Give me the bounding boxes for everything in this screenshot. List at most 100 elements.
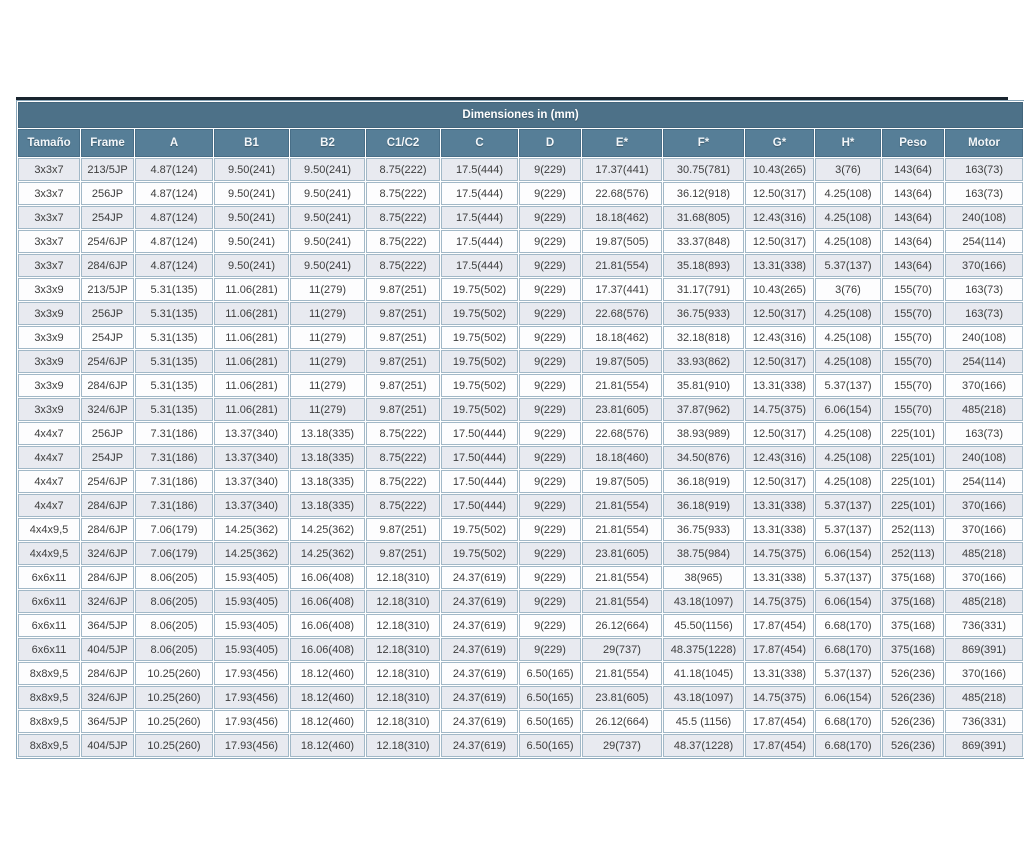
table-row: 3x3x9 324/6JP 5.31(135) 11.06(281) 11(279) 9.…: [18, 398, 1024, 421]
column-header-b1: B1: [214, 129, 289, 157]
cell: 4.87(124): [135, 230, 213, 253]
cell: 11.06(281): [214, 374, 289, 397]
cell: 18.18(462): [582, 206, 662, 229]
cell: 4x4x7: [18, 446, 80, 469]
cell: 6.68(170): [815, 638, 881, 661]
cell: 4.87(124): [135, 158, 213, 181]
cell: 5.31(135): [135, 326, 213, 349]
column-header-d: D: [519, 129, 581, 157]
cell: 6.68(170): [815, 734, 881, 757]
table-row: 6x6x11 364/5JP 8.06(205) 15.93(405) 16.06(40…: [18, 614, 1024, 637]
cell: 10.43(265): [745, 278, 814, 301]
cell: 18.12(460): [290, 710, 365, 733]
cell: 9.87(251): [366, 278, 440, 301]
table-row: 4x4x7 284/6JP 7.31(186) 13.37(340) 13.18(335…: [18, 494, 1024, 517]
table-row: 4x4x9,5 324/6JP 7.06(179) 14.25(362) 14.25(3…: [18, 542, 1024, 565]
cell: 13.31(338): [745, 374, 814, 397]
cell: 17.37(441): [582, 158, 662, 181]
cell: 36.75(933): [663, 302, 744, 325]
dimensions-table: Dimensiones in (mm) Tamaño Frame A B1 B2 C1/C…: [16, 100, 1024, 759]
cell: 240(108): [945, 326, 1024, 349]
cell: 21.81(554): [582, 662, 662, 685]
cell: 9.87(251): [366, 374, 440, 397]
column-header-f: F*: [663, 129, 744, 157]
table-row: 3x3x9 213/5JP 5.31(135) 11.06(281) 11(279) 9.…: [18, 278, 1024, 301]
column-header-e: E*: [582, 129, 662, 157]
cell: 4x4x9,5: [18, 518, 80, 541]
cell: 143(64): [882, 182, 944, 205]
cell: 375(168): [882, 614, 944, 637]
cell: 5.37(137): [815, 254, 881, 277]
cell: 485(218): [945, 398, 1024, 421]
cell: 9(229): [519, 350, 581, 373]
cell: 736(331): [945, 614, 1024, 637]
cell: 4.25(108): [815, 230, 881, 253]
cell: 32.18(818): [663, 326, 744, 349]
cell: 6.06(154): [815, 590, 881, 613]
cell: 29(737): [582, 638, 662, 661]
cell: 6.06(154): [815, 686, 881, 709]
cell: 404/5JP: [81, 638, 134, 661]
cell: 9(229): [519, 614, 581, 637]
column-header-row: Tamaño Frame A B1 B2 C1/C2 C D E* F* G* H* Peso Motor: [18, 129, 1024, 157]
cell: 24.37(619): [441, 686, 518, 709]
cell: 19.75(502): [441, 518, 518, 541]
cell: 9(229): [519, 278, 581, 301]
cell: 21.81(554): [582, 566, 662, 589]
cell: 11(279): [290, 398, 365, 421]
cell: 12.18(310): [366, 638, 440, 661]
cell: 8x8x9,5: [18, 662, 80, 685]
cell: 155(70): [882, 398, 944, 421]
cell: 36.18(919): [663, 470, 744, 493]
cell: 155(70): [882, 278, 944, 301]
cell: 155(70): [882, 350, 944, 373]
cell: 17.87(454): [745, 638, 814, 661]
cell: 4.25(108): [815, 470, 881, 493]
cell: 10.43(265): [745, 158, 814, 181]
cell: 3x3x9: [18, 374, 80, 397]
cell: 17.50(444): [441, 494, 518, 517]
cell: 254(114): [945, 230, 1024, 253]
table-row: 3x3x9 254/6JP 5.31(135) 11.06(281) 11(279) 9.…: [18, 350, 1024, 373]
cell: 163(73): [945, 158, 1024, 181]
cell: 17.37(441): [582, 278, 662, 301]
cell: 254JP: [81, 446, 134, 469]
cell: 9.50(241): [290, 182, 365, 205]
column-header-motor: Motor: [945, 129, 1024, 157]
cell: 4.25(108): [815, 422, 881, 445]
cell: 5.31(135): [135, 374, 213, 397]
cell: 5.31(135): [135, 398, 213, 421]
cell: 163(73): [945, 182, 1024, 205]
cell: 5.37(137): [815, 662, 881, 685]
cell: 225(101): [882, 446, 944, 469]
cell: 14.75(375): [745, 398, 814, 421]
cell: 13.31(338): [745, 566, 814, 589]
cell: 4.87(124): [135, 182, 213, 205]
cell: 13.18(335): [290, 446, 365, 469]
cell: 284/6JP: [81, 518, 134, 541]
cell: 13.31(338): [745, 254, 814, 277]
cell: 485(218): [945, 590, 1024, 613]
cell: 213/5JP: [81, 158, 134, 181]
cell: 9.50(241): [214, 182, 289, 205]
cell: 9(229): [519, 326, 581, 349]
cell: 8.75(222): [366, 230, 440, 253]
cell: 240(108): [945, 446, 1024, 469]
cell: 19.75(502): [441, 302, 518, 325]
cell: 17.50(444): [441, 422, 518, 445]
column-header-tama-o: Tamaño: [18, 129, 80, 157]
cell: 12.18(310): [366, 614, 440, 637]
table-row: 6x6x11 324/6JP 8.06(205) 15.93(405) 16.06(40…: [18, 590, 1024, 613]
cell: 284/6JP: [81, 566, 134, 589]
cell: 13.31(338): [745, 662, 814, 685]
cell: 30.75(781): [663, 158, 744, 181]
cell: 22.68(576): [582, 302, 662, 325]
cell: 8.06(205): [135, 638, 213, 661]
cell: 8.75(222): [366, 494, 440, 517]
cell: 17.93(456): [214, 734, 289, 757]
cell: 9.87(251): [366, 326, 440, 349]
dimensions-table-container: Dimensiones in (mm) Tamaño Frame A B1 B2 C1/C…: [16, 97, 1024, 759]
cell: 14.25(362): [290, 542, 365, 565]
cell: 155(70): [882, 302, 944, 325]
